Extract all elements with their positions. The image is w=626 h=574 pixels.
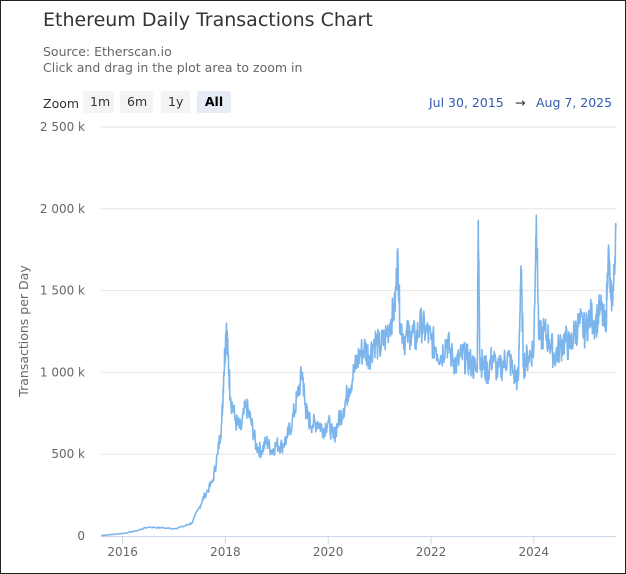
y-tick-label: 2 500 k: [40, 120, 85, 134]
x-tick-label: 2022: [416, 545, 447, 559]
y-tick-label: 500 k: [51, 447, 85, 461]
y-tick-label: 2 000 k: [40, 202, 85, 216]
grid-lines: [101, 126, 616, 537]
chart-title: Ethereum Daily Transactions Chart: [43, 9, 373, 31]
range-from[interactable]: Jul 30, 2015: [429, 95, 504, 110]
zoom-all-button[interactable]: All: [197, 91, 231, 113]
zoom-1y-button[interactable]: 1y: [161, 91, 190, 113]
y-tick-label: 0: [77, 529, 85, 543]
x-axis-ticks: 2016 2018 2020 2022 2024: [107, 536, 549, 559]
x-tick-label: 2020: [313, 545, 344, 559]
y-axis-ticks: 0 500 k 1 000 k 1 500 k 2 000 k 2 500 k: [40, 120, 85, 543]
y-axis-label: Transactions per Day: [16, 265, 31, 398]
zoom-6m-button[interactable]: 6m: [120, 91, 153, 113]
zoom-label: Zoom: [43, 96, 80, 111]
y-tick-label: 1 500 k: [40, 284, 85, 298]
chart-hint: Click and drag in the plot area to zoom …: [43, 60, 303, 75]
y-tick-label: 1 000 k: [40, 365, 85, 379]
series-group: [100, 214, 617, 537]
series-line: [100, 214, 617, 537]
chart-source: Source: Etherscan.io: [43, 44, 172, 59]
zoom-1m-button[interactable]: 1m: [83, 91, 114, 113]
range-to[interactable]: Aug 7, 2025: [536, 95, 613, 110]
x-tick-label: 2016: [107, 545, 138, 559]
x-tick-label: 2024: [518, 545, 549, 559]
range-arrow-icon: →: [515, 95, 526, 110]
x-tick-label: 2018: [210, 545, 241, 559]
